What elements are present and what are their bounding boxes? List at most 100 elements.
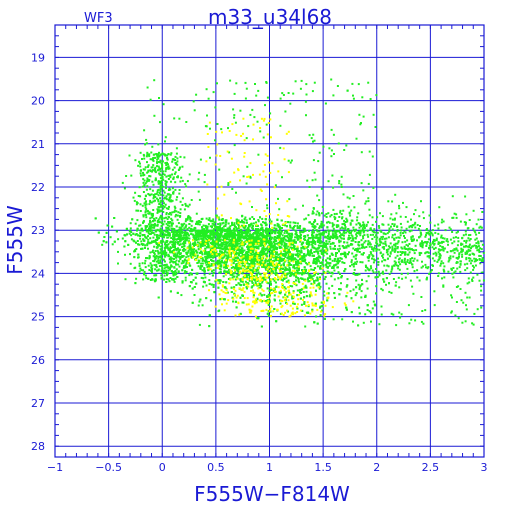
green-point <box>272 246 275 249</box>
green-point <box>289 246 292 249</box>
green-point <box>327 220 330 223</box>
green-point <box>199 230 202 233</box>
green-point <box>287 279 290 282</box>
green-point <box>165 269 168 272</box>
green-point <box>241 257 244 259</box>
green-point <box>290 237 293 240</box>
green-point <box>223 266 226 269</box>
green-point <box>222 275 225 278</box>
green-point <box>248 225 251 228</box>
green-point <box>314 220 317 223</box>
green-point <box>213 256 216 259</box>
green-point <box>202 241 205 244</box>
green-point <box>207 231 210 234</box>
green-point <box>223 228 226 231</box>
green-point <box>191 252 194 255</box>
green-point <box>278 232 281 235</box>
green-point <box>260 242 263 245</box>
green-point <box>166 246 169 249</box>
green-point <box>296 225 299 227</box>
green-point <box>219 229 222 231</box>
green-point <box>268 235 271 238</box>
green-point <box>266 295 268 298</box>
green-point <box>212 235 215 238</box>
green-point <box>268 299 271 302</box>
green-point <box>174 238 177 241</box>
green-point <box>317 283 320 286</box>
green-point <box>313 225 316 228</box>
green-point <box>304 236 307 239</box>
green-point <box>206 236 209 238</box>
green-point <box>265 247 268 250</box>
green-point <box>192 236 195 239</box>
green-point <box>279 255 282 258</box>
green-point <box>228 240 231 243</box>
green-point <box>262 221 264 224</box>
green-point <box>215 226 218 229</box>
green-point <box>333 292 336 295</box>
green-point <box>260 228 263 231</box>
green-point <box>333 278 336 281</box>
green-point <box>339 240 342 243</box>
green-point <box>224 241 227 244</box>
green-point <box>240 252 243 254</box>
green-point <box>322 258 324 261</box>
green-point <box>149 228 152 231</box>
green-point <box>207 218 210 221</box>
green-point <box>270 268 273 271</box>
green-point <box>252 225 254 227</box>
green-point <box>267 270 270 273</box>
green-point <box>308 280 311 283</box>
green-point <box>201 228 204 231</box>
green-point <box>233 223 236 226</box>
green-point <box>385 277 388 280</box>
green-point <box>302 259 305 262</box>
green-point <box>170 265 173 268</box>
green-point <box>268 228 271 231</box>
green-point <box>152 255 155 258</box>
green-point <box>260 232 263 234</box>
green-point <box>235 251 238 254</box>
green-point <box>233 235 236 238</box>
green-point <box>356 273 359 276</box>
green-point <box>242 283 245 286</box>
green-point <box>212 234 215 236</box>
green-point <box>203 268 206 271</box>
green-point <box>276 236 279 239</box>
green-point <box>266 238 269 241</box>
green-point <box>235 306 238 309</box>
green-point <box>201 253 204 256</box>
green-point <box>283 274 286 277</box>
green-point <box>309 274 312 277</box>
green-point <box>155 242 158 244</box>
green-point <box>315 279 317 282</box>
green-point <box>204 247 207 250</box>
green-point <box>247 250 250 253</box>
green-point <box>224 223 227 226</box>
green-point <box>228 232 231 235</box>
green-point <box>280 267 283 270</box>
green-point <box>223 298 226 301</box>
green-point <box>312 259 315 262</box>
green-point <box>246 227 249 230</box>
green-point <box>280 246 283 249</box>
green-point <box>248 217 251 220</box>
green-point <box>256 317 259 320</box>
green-point <box>349 290 352 293</box>
green-point <box>225 244 228 247</box>
green-point <box>285 280 288 283</box>
green-point <box>255 268 257 271</box>
green-point <box>301 255 304 258</box>
green-point <box>252 260 255 263</box>
green-point <box>185 253 188 256</box>
green-point <box>310 276 313 279</box>
green-point <box>349 237 352 239</box>
green-point <box>218 282 221 285</box>
green-point <box>274 250 277 253</box>
green-point <box>303 253 306 256</box>
green-point <box>130 231 133 234</box>
green-point <box>219 224 222 226</box>
green-point <box>324 276 327 278</box>
green-point <box>249 246 252 248</box>
green-point <box>154 250 157 252</box>
